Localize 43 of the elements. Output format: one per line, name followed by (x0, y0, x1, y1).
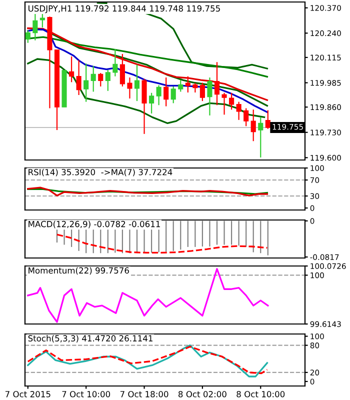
candlestick (236, 101, 242, 120)
candlestick (142, 78, 147, 134)
candlestick (258, 116, 264, 158)
candlestick (149, 92, 154, 114)
line-series (27, 268, 269, 323)
line-series (27, 58, 266, 124)
candlestick (32, 12, 38, 41)
candlestick (69, 56, 74, 83)
chart-title: Momentum(22) 99.7576 (28, 267, 129, 275)
line-series (27, 27, 268, 101)
candlestick (164, 76, 169, 107)
x-tick-label: 7 Oct 18:00 (120, 391, 168, 398)
candlestick (105, 69, 110, 92)
candlestick (207, 76, 212, 116)
candlestick (178, 79, 184, 92)
candlestick (112, 48, 118, 77)
x-tick-label: 7 Oct 2015 (5, 391, 50, 398)
candlestick (127, 76, 132, 100)
candlestick (200, 82, 205, 102)
candlestick (222, 92, 227, 116)
candlestick (244, 108, 249, 127)
x-tick-label: 8 Oct 10:00 (236, 391, 285, 398)
candlestick (250, 109, 256, 142)
x-tick-label: 8 Oct 02:00 (178, 391, 226, 398)
candlestick (156, 84, 162, 106)
candlestick (98, 72, 104, 88)
candlestick (84, 62, 89, 102)
candlestick (120, 53, 125, 88)
candlestick (134, 64, 140, 102)
candlestick (192, 82, 198, 94)
chart-title: Stoch(5,3,3) 41.4720 26.1141 (28, 335, 152, 342)
candlestick (90, 65, 96, 92)
candlestick (170, 86, 176, 104)
chart-title: MACD(12,26,9) -0.0782 -0.0611 (28, 220, 160, 228)
chart-title: USDJPY,H1 119.792 119.844 119.748 119.755 (28, 5, 220, 14)
candlestick (25, 30, 30, 44)
candlestick (214, 62, 220, 106)
candlestick (76, 60, 82, 96)
candlestick (229, 92, 234, 110)
candlestick (185, 76, 190, 94)
chart-title: RSI(14) 35.3920 ->MA(7) 37.7224 (28, 168, 172, 176)
candlestick (265, 110, 270, 130)
x-tick-label: 7 Oct 10:00 (62, 391, 110, 398)
